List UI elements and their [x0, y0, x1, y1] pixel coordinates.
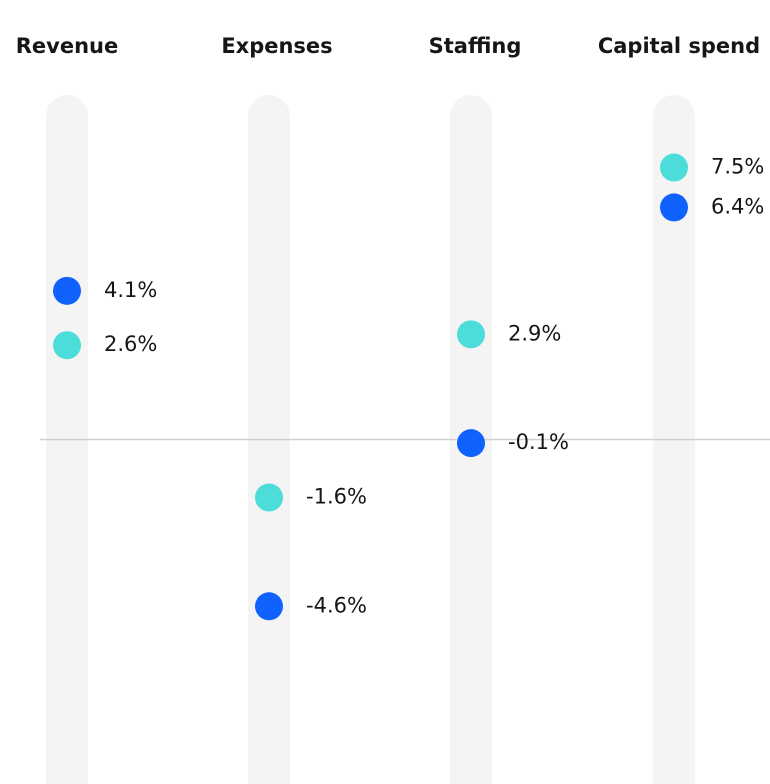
dot: [660, 153, 688, 182]
value-label: -1.6%: [306, 485, 367, 509]
dot: [53, 331, 81, 360]
value-label: 6.4%: [711, 194, 764, 218]
value-label: -4.6%: [306, 593, 367, 617]
dot: [457, 429, 485, 458]
dot: [255, 592, 283, 621]
dot: [255, 483, 283, 512]
value-label: 4.1%: [104, 278, 157, 302]
column-title: Revenue: [16, 34, 119, 58]
column-title: Staffing: [429, 34, 522, 58]
value-label: -0.1%: [508, 430, 569, 454]
column-title: Capital spend: [598, 34, 760, 58]
value-label: 2.6%: [104, 332, 157, 356]
dot: [53, 276, 81, 305]
value-label: 7.5%: [711, 155, 764, 179]
dot: [457, 320, 485, 349]
column-title: Expenses: [221, 34, 332, 58]
dot: [660, 193, 688, 222]
value-label: 2.9%: [508, 321, 561, 345]
